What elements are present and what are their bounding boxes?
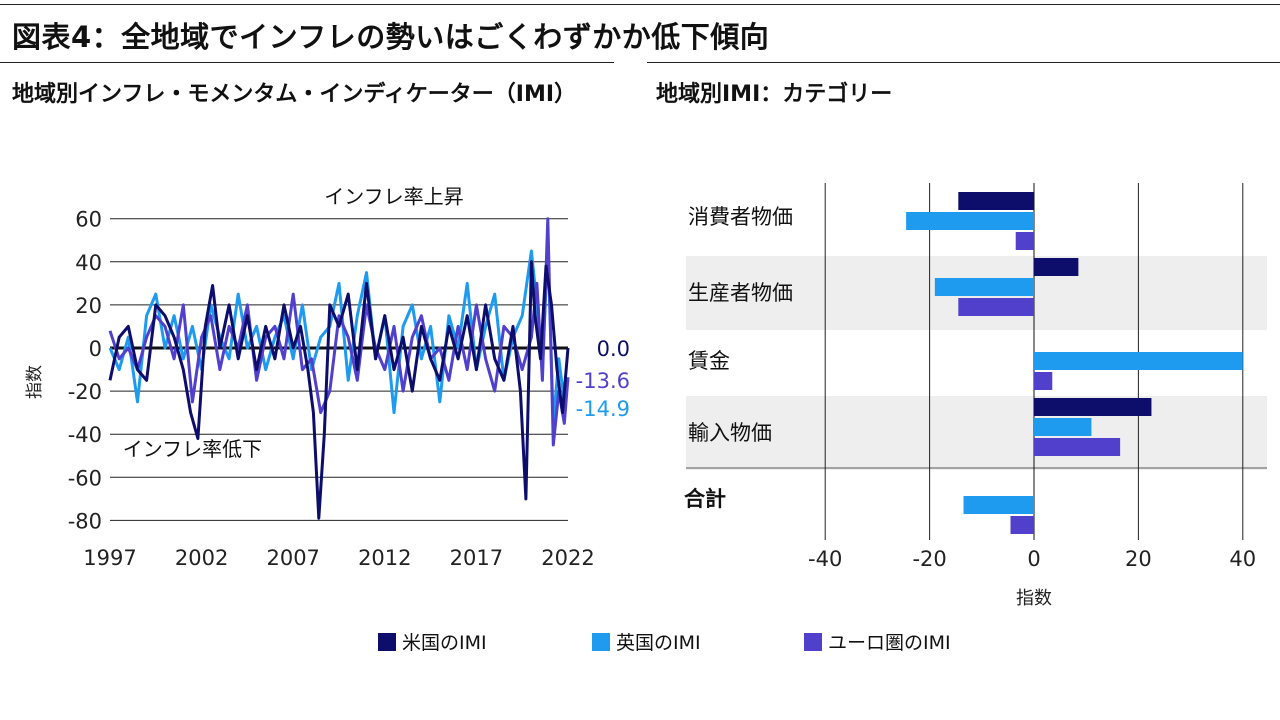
annotation-0: インフレ率上昇 [324, 185, 463, 209]
end-value-label: 0.0 [597, 337, 630, 361]
bar-2-3 [1034, 438, 1121, 456]
y-tick-label: -80 [68, 509, 102, 533]
x-tick-label: 20 [1125, 547, 1152, 571]
x-tick-label: 2007 [266, 546, 319, 570]
series-line-0 [108, 260, 570, 520]
category-label: 賃金 [688, 349, 730, 373]
imi-line-chart: 60 40 20 0 -20 -40 -60 -80 1997 2002 2007 2012 2017 2… [25, 185, 630, 570]
x-tick-label: -20 [912, 547, 946, 571]
bar-2-1 [958, 298, 1034, 316]
right-panel-rule [647, 62, 1280, 63]
left-chart-title: 地域別インフレ・モメンタム・インディケーター（IMI） [12, 82, 577, 107]
x-axis-label: 指数 [1016, 588, 1052, 609]
y-tick-label: 40 [75, 251, 102, 275]
y-axis-label: 指数 [25, 365, 45, 399]
bar-1-4 [963, 496, 1034, 514]
x-tick-label: 40 [1229, 547, 1256, 571]
legend-swatch-us [378, 632, 396, 651]
legend-label-us: 米国のIMI [402, 632, 487, 654]
left-panel-rule [0, 62, 614, 63]
bar-2-4 [1010, 516, 1034, 534]
x-tick-label: 2017 [450, 546, 503, 570]
legend-label-eurozone: ユーロ圏のIMI [828, 632, 951, 654]
x-tick-label: -40 [808, 547, 842, 571]
y-tick-label: 60 [75, 208, 102, 232]
legend: 米国のIMI 英国のIMI ユーロ圏のIMI [0, 628, 1280, 658]
bar-2-2 [1034, 372, 1053, 390]
bar-1-0 [906, 212, 1034, 230]
legend-label-uk: 英国のIMI [616, 632, 701, 654]
x-tick-label: 2002 [175, 546, 228, 570]
legend-item-us: 米国のIMI [378, 628, 487, 655]
y-tick-label: -60 [68, 466, 102, 490]
bar-1-2 [1034, 352, 1243, 370]
page-title: 図表4：全地域でインフレの勢いはごくわずかか低下傾向 [12, 20, 770, 54]
legend-item-eurozone: ユーロ圏のIMI [804, 628, 951, 655]
legend-item-uk: 英国のIMI [592, 628, 701, 655]
row-band [686, 396, 1267, 470]
end-value-label: -13.6 [576, 369, 630, 393]
category-label: 輸入物価 [688, 421, 772, 445]
legend-swatch-uk [592, 632, 610, 651]
y-tick-label: -20 [68, 380, 102, 404]
y-tick-label: 0 [89, 337, 102, 361]
y-tick-label: 20 [75, 294, 102, 318]
annotation-1: インフレ率低下 [123, 437, 262, 461]
bar-1-1 [934, 278, 1034, 296]
bar-1-3 [1034, 418, 1092, 436]
end-value-label: -14.9 [576, 397, 630, 421]
category-label: 合計 [684, 487, 726, 511]
x-tick-label: 2012 [358, 546, 411, 570]
right-chart-title: 地域別IMI：カテゴリー [656, 82, 893, 107]
x-tick-label: 1997 [83, 546, 136, 570]
category-label: 生産者物価 [688, 281, 793, 305]
top-rule [0, 4, 1280, 5]
bar-0-0 [958, 192, 1034, 210]
bar-0-1 [1034, 258, 1079, 276]
bar-2-0 [1015, 232, 1034, 250]
bar-0-3 [1034, 398, 1152, 416]
category-label: 消費者物価 [688, 205, 793, 229]
x-tick-label: 0 [1027, 547, 1040, 571]
y-tick-label: -40 [68, 423, 102, 447]
legend-swatch-eurozone [804, 632, 822, 651]
x-tick-label: 2022 [541, 546, 594, 570]
